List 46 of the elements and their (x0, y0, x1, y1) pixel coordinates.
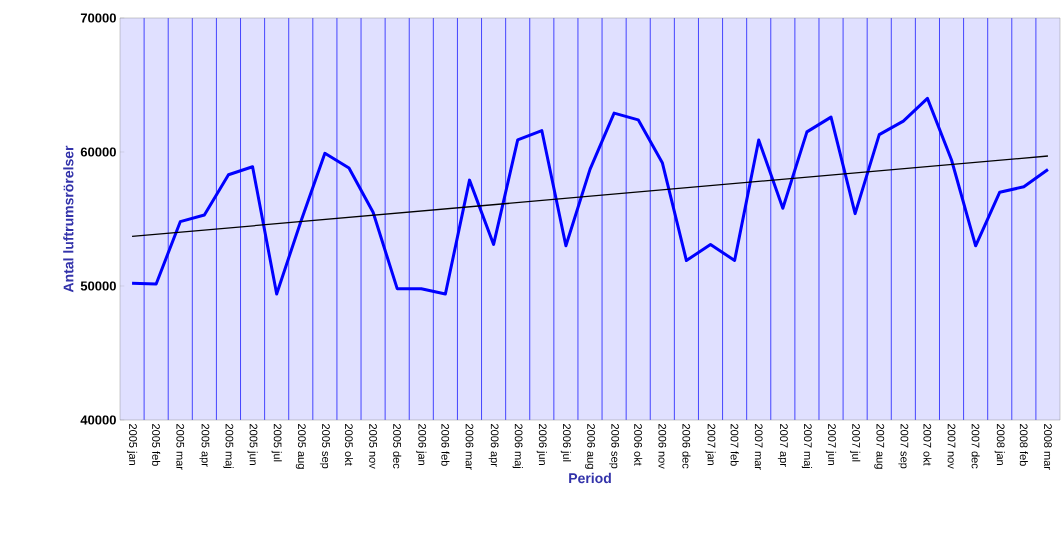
x-tick-label: 2005 dec (393, 424, 402, 469)
x-tick-label: 2008 jan (994, 424, 1005, 465)
x-tick-label: 2007 aug (874, 424, 885, 469)
x-tick-label: 2006 sep (609, 424, 620, 469)
x-tick-label: 2006 maj (512, 424, 523, 469)
x-tick-label: 2006 nov (658, 424, 667, 469)
x-tick-label: 2005 okt (344, 424, 354, 466)
y-tick-label: 60000 (80, 147, 116, 157)
x-tick-label: 2007 sep (898, 424, 909, 469)
x-tick-label: 2007 jul (850, 424, 861, 462)
x-tick-label: 2007 feb (730, 424, 739, 466)
x-tick-label: 2006 okt (634, 424, 643, 466)
x-tick-label: 2006 feb (441, 424, 450, 466)
x-tick-label: 2006 aug (585, 424, 595, 469)
x-tick-label: 2005 apr (199, 424, 210, 467)
x-tick-label: 2006 jul (560, 424, 572, 462)
x-tick-label: 2005 sep (319, 424, 330, 469)
x-tick-label: 2007 mar (754, 424, 763, 470)
x-tick-label: 2007 dec (971, 424, 980, 469)
y-axis-title: Antal luftrumsrörelser (63, 145, 74, 293)
x-tick-label: 2007 jun (825, 424, 837, 465)
x-tick-label: 2006 jun (536, 424, 547, 465)
x-tick-label: 2005 nov (369, 424, 377, 469)
x-tick-label: 2005 aug (295, 424, 306, 469)
line-series (130, 96, 1050, 296)
y-tick-label: 70000 (80, 13, 116, 23)
x-tick-label: 2005 feb (152, 424, 161, 466)
x-tick-label: 2006 dec (682, 424, 691, 469)
x-tick-label: 2005 jun (247, 424, 258, 465)
x-tick-label: 2008 feb (1019, 424, 1028, 466)
x-tick-label: 2007 nov (947, 424, 956, 469)
x-tick-label: 2005 jan (126, 424, 138, 465)
x-tick-label: 2005 maj (223, 424, 234, 469)
x-tick-label: 2006 mar (465, 424, 474, 470)
x-tick-label: 2005 jul (271, 424, 282, 462)
x-axis-title: Period (569, 472, 611, 484)
x-tick-label: 2007 maj (801, 424, 813, 469)
y-tick-label: 40000 (80, 415, 116, 425)
x-tick-label: 2007 jan (705, 424, 716, 465)
x-tick-label: 2008 mar (1044, 424, 1052, 470)
x-tick-label: 2007 okt (923, 424, 932, 466)
x-tick-label: 2005 mar (176, 424, 185, 470)
x-tick-label: 2006 jan (416, 424, 427, 465)
y-tick-label: 50000 (80, 281, 116, 291)
x-tick-label: 2007 apr (777, 424, 788, 467)
x-tick-label: 2006 apr (488, 424, 499, 467)
